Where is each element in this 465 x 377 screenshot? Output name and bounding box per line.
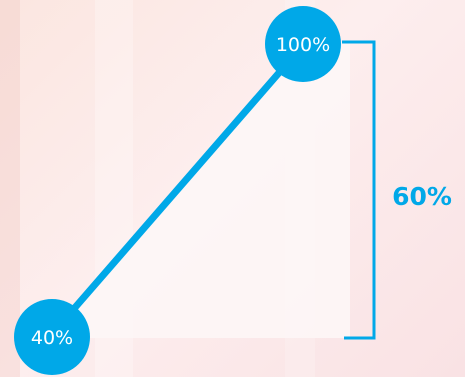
- end-label: 100%: [276, 34, 330, 56]
- difference-bracket: [342, 40, 376, 340]
- start-bubble: [14, 299, 90, 375]
- background-band: [0, 0, 20, 377]
- growth-triangle: [52, 42, 350, 338]
- end-bubble: [265, 6, 341, 82]
- growth-line: [48, 40, 308, 338]
- start-label: 40%: [31, 327, 73, 349]
- difference-label: 60%: [392, 182, 452, 211]
